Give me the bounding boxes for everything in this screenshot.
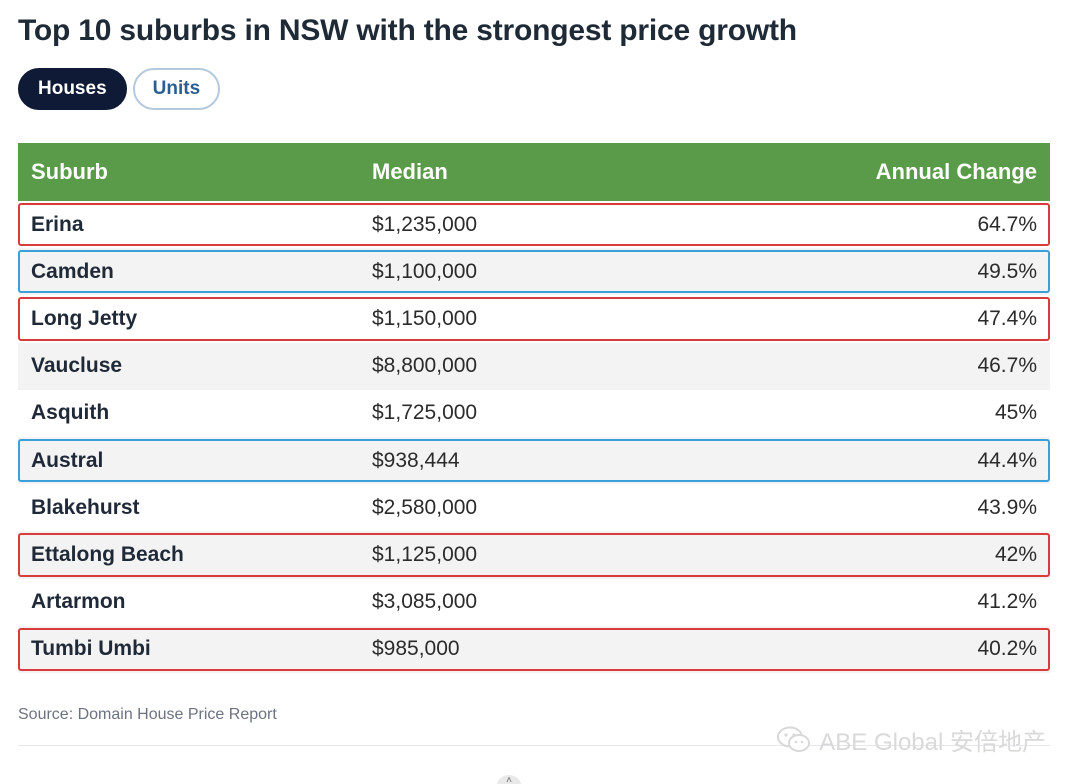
cell-suburb: Artarmon xyxy=(31,590,126,614)
table-row[interactable]: Asquith $1,725,000 45% xyxy=(18,390,1050,437)
wechat-icon xyxy=(777,726,811,752)
table-row[interactable]: Austral $938,444 44.4% xyxy=(18,436,1050,485)
table-header: Suburb Median Annual Change xyxy=(18,143,1050,201)
cell-median: $1,150,000 xyxy=(372,306,478,330)
tab-units[interactable]: Units xyxy=(132,68,221,110)
cell-annual-change: 46.7% xyxy=(977,354,1037,378)
cell-suburb: Erina xyxy=(31,212,84,236)
cell-annual-change: 44.4% xyxy=(977,448,1037,472)
source-note: Source: Domain House Price Report xyxy=(18,706,277,723)
cell-annual-change: 40.2% xyxy=(977,637,1037,661)
cell-suburb: Blakehurst xyxy=(31,495,140,519)
cell-annual-change: 45% xyxy=(994,401,1037,425)
cell-suburb: Long Jetty xyxy=(31,306,138,330)
cell-suburb: Vaucluse xyxy=(31,354,123,378)
table-row[interactable]: Camden $1,100,000 49.5% xyxy=(18,248,1050,296)
tab-houses[interactable]: Houses xyxy=(18,68,127,110)
table-row[interactable]: Vaucluse $8,800,000 46.7% xyxy=(18,342,1050,390)
cell-suburb: Asquith xyxy=(31,401,110,425)
cell-suburb: Austral xyxy=(31,448,104,472)
suburb-table: Suburb Median Annual Change Erina $1,235,… xyxy=(18,143,1050,673)
cell-median: $1,100,000 xyxy=(372,259,478,283)
header-annual-change[interactable]: Annual Change xyxy=(875,159,1037,184)
cell-median: $1,125,000 xyxy=(372,542,478,566)
table-body: Erina $1,235,000 64.7% Camden $1,100,000 49.5… xyxy=(18,201,1050,673)
table-row[interactable]: Erina $1,235,000 64.7% xyxy=(18,201,1050,248)
cell-median: $8,800,000 xyxy=(372,354,478,378)
cell-annual-change: 64.7% xyxy=(977,212,1037,236)
cell-suburb: Camden xyxy=(31,259,114,283)
tab-bar: Houses Units xyxy=(18,68,221,110)
cell-median: $938,444 xyxy=(372,448,460,472)
cell-median: $985,000 xyxy=(372,637,460,661)
table-row[interactable]: Blakehurst $2,580,000 43.9% xyxy=(18,484,1050,531)
watermark: ABE Global 安倍地产 xyxy=(777,722,1046,757)
header-median[interactable]: Median xyxy=(372,159,448,184)
table-row[interactable]: Long Jetty $1,150,000 47.4% xyxy=(18,295,1050,342)
cell-annual-change: 42% xyxy=(994,542,1037,566)
header-suburb[interactable]: Suburb xyxy=(31,159,108,184)
cell-annual-change: 43.9% xyxy=(977,495,1037,519)
cell-suburb: Ettalong Beach xyxy=(31,542,184,566)
table-row[interactable]: Tumbi Umbi $985,000 40.2% xyxy=(18,625,1050,673)
cell-median: $2,580,000 xyxy=(372,495,478,519)
table-row[interactable]: Ettalong Beach $1,125,000 42% xyxy=(18,531,1050,579)
table-row[interactable]: Artarmon $3,085,000 41.2% xyxy=(18,579,1050,626)
cell-median: $3,085,000 xyxy=(372,590,478,614)
cell-annual-change: 47.4% xyxy=(977,306,1037,330)
cell-suburb: Tumbi Umbi xyxy=(31,637,151,661)
page-title: Top 10 suburbs in NSW with the strongest… xyxy=(18,14,797,47)
divider xyxy=(18,745,1050,746)
chevron-up-icon[interactable]: ˄ xyxy=(496,775,522,784)
cell-annual-change: 41.2% xyxy=(977,590,1037,614)
cell-median: $1,235,000 xyxy=(372,212,478,236)
watermark-text: ABE Global 安倍地产 xyxy=(819,729,1046,756)
cell-median: $1,725,000 xyxy=(372,401,478,425)
cell-annual-change: 49.5% xyxy=(977,259,1037,283)
